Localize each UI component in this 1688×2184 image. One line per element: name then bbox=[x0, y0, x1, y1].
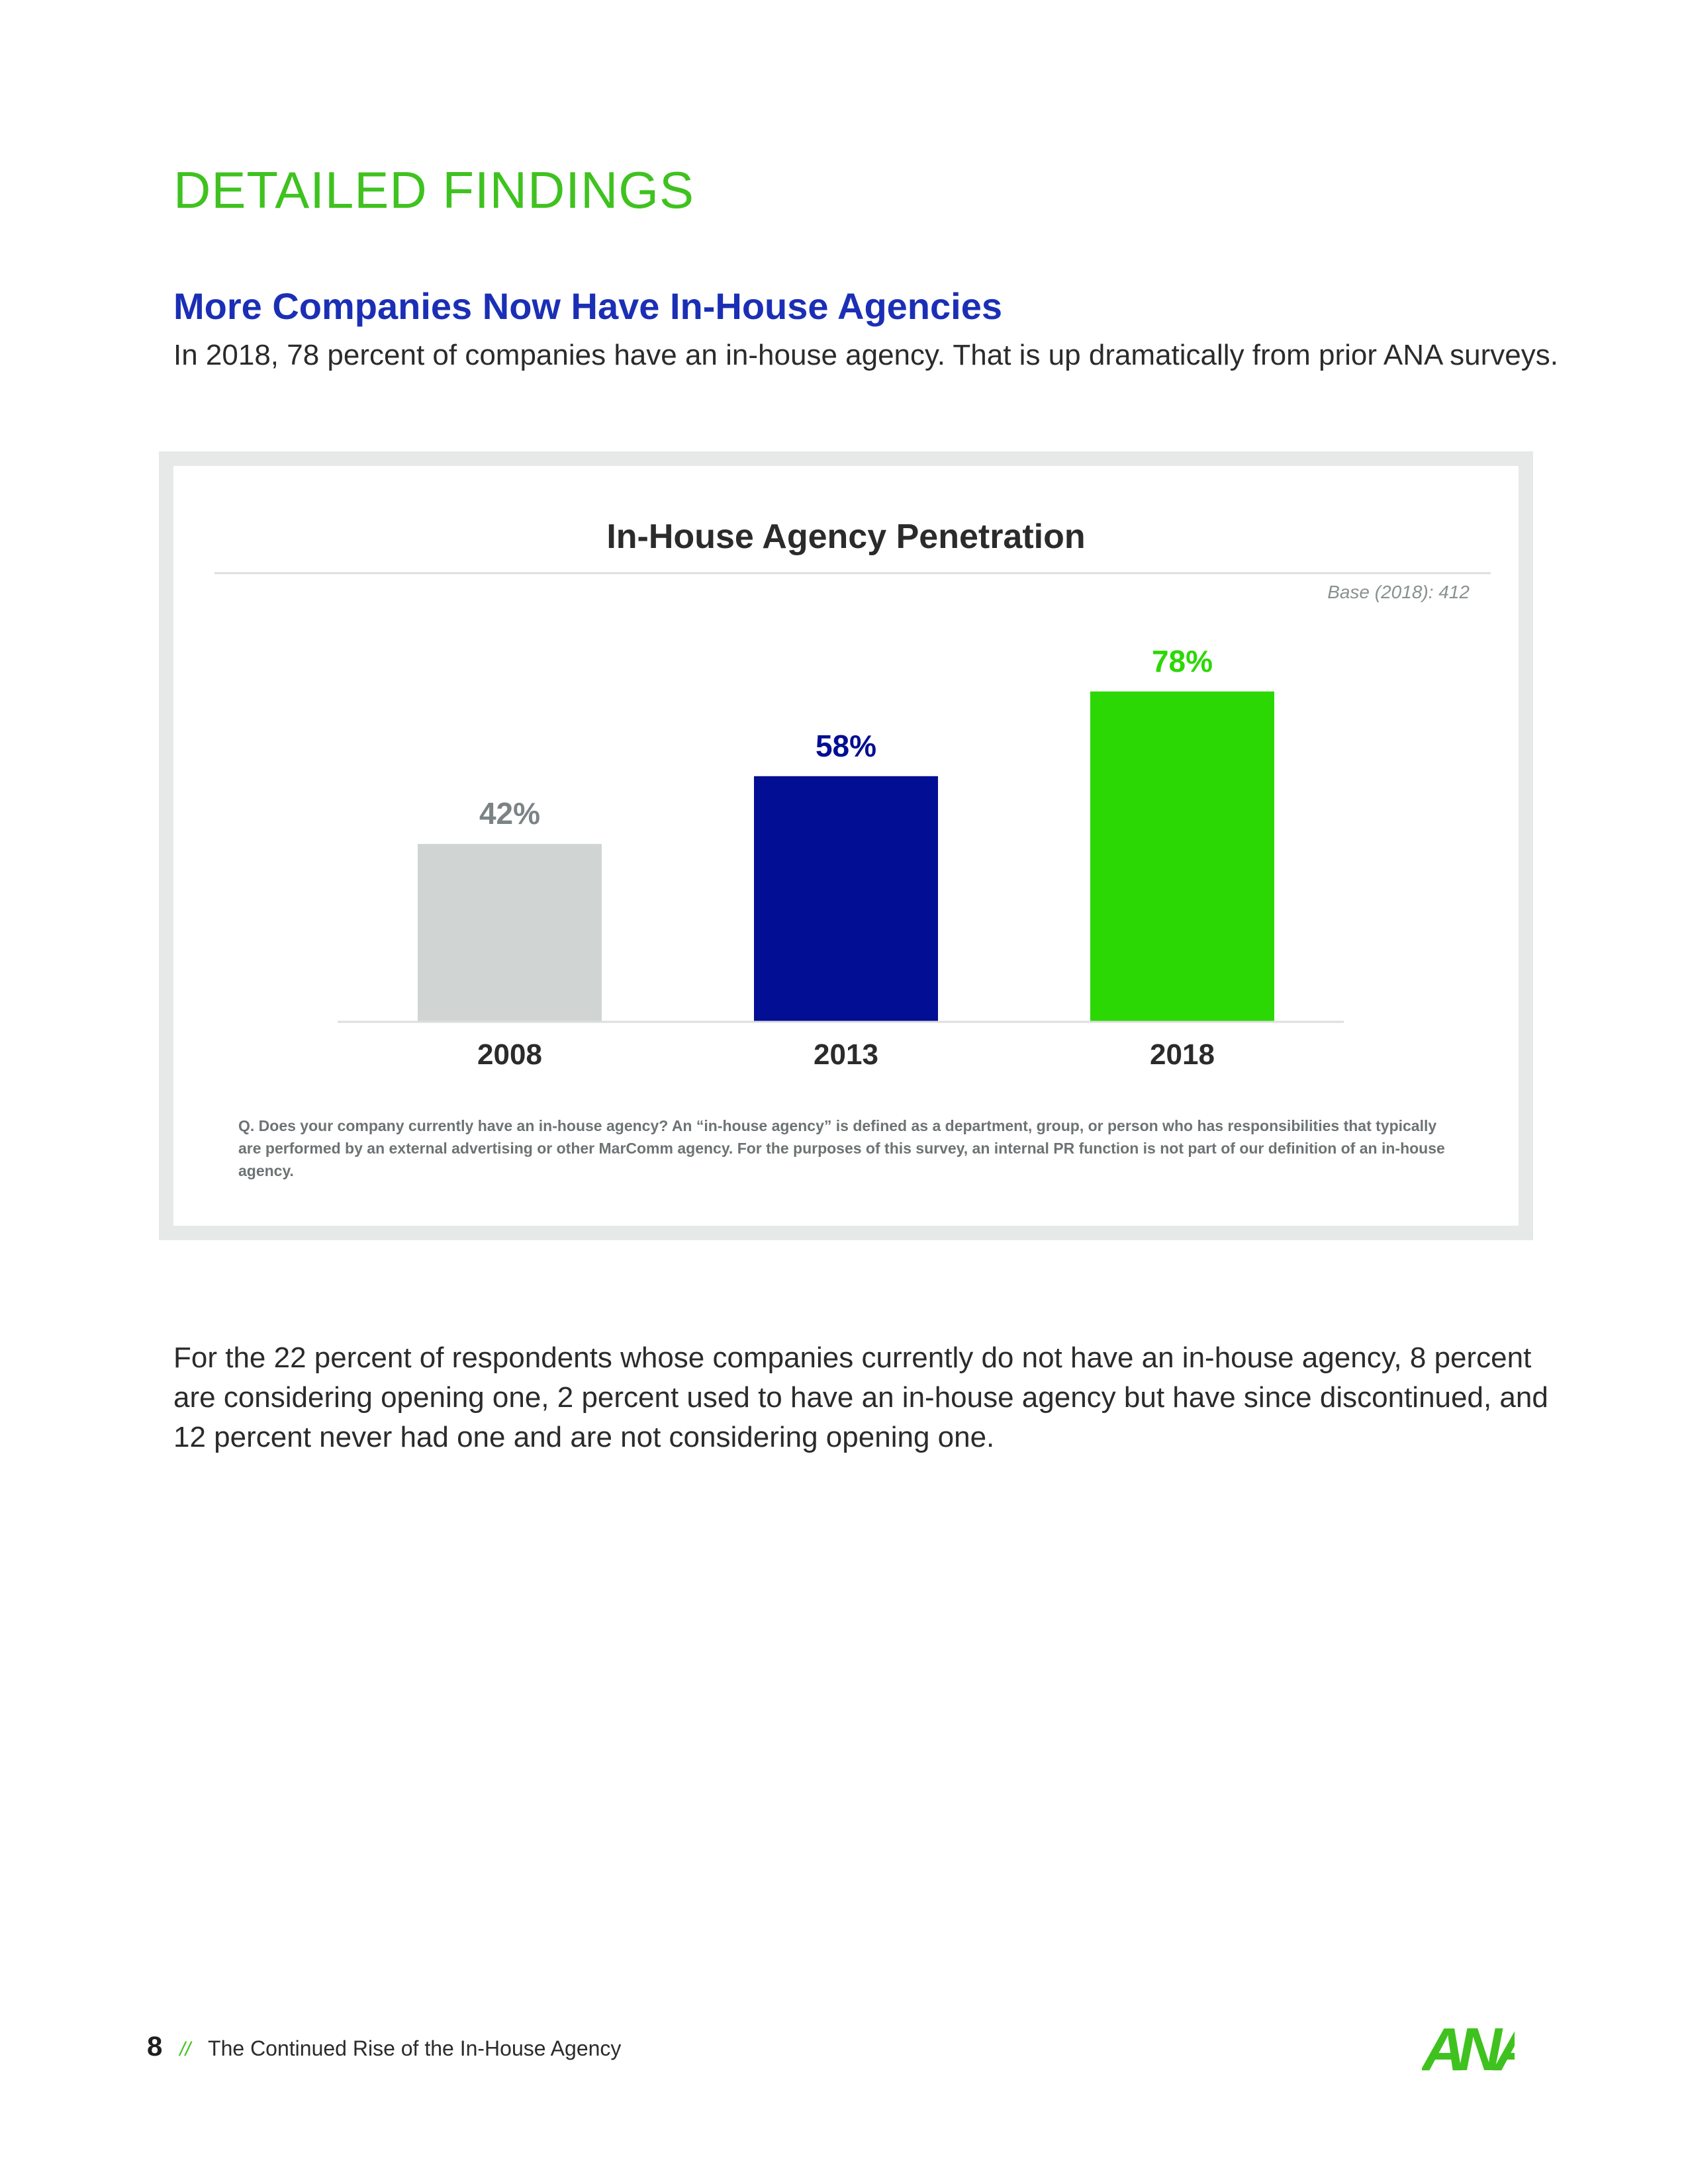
x-tick-label-2008: 2008 bbox=[477, 1038, 542, 1071]
bar-value-label-2008: 42% bbox=[479, 796, 540, 831]
chart-footnote: Q. Does your company currently have an i… bbox=[238, 1117, 1445, 1179]
chart-frame: In-House Agency Penetration Base (2018):… bbox=[159, 451, 1533, 1240]
ana-logo: ANA bbox=[1422, 2016, 1515, 2078]
x-tick-label-2013: 2013 bbox=[814, 1038, 878, 1071]
intro-text: In 2018, 78 percent of companies have an… bbox=[173, 339, 1558, 371]
footer-doc-title: The Continued Rise of the In-House Agenc… bbox=[208, 2036, 622, 2060]
ana-logo-text: ANA bbox=[1422, 2016, 1515, 2078]
bar-chart: In-House Agency Penetration Base (2018):… bbox=[214, 518, 1491, 1071]
section-title: DETAILED FINDINGS bbox=[173, 161, 694, 219]
body-paragraph: For the 22 percent of respondents whose … bbox=[173, 1342, 1548, 1453]
base-note: Base (2018): 412 bbox=[1327, 582, 1470, 602]
bars-layer: 42% 2008 58% 2013 78% 2018 bbox=[418, 644, 1274, 1071]
subhead: More Companies Now Have In-House Agencie… bbox=[173, 285, 1002, 327]
chart-title: In-House Agency Penetration bbox=[606, 518, 1085, 556]
bar-2013 bbox=[754, 776, 938, 1022]
bar-2018 bbox=[1090, 691, 1274, 1022]
footer: 8 // The Continued Rise of the In-House … bbox=[147, 2030, 621, 2070]
bar-value-label-2018: 78% bbox=[1152, 644, 1213, 678]
page-number: 8 bbox=[147, 2030, 163, 2062]
chart-panel: In-House Agency Penetration Base (2018):… bbox=[173, 466, 1519, 1226]
bar-value-label-2013: 58% bbox=[816, 729, 876, 763]
bar-2008 bbox=[418, 844, 602, 1022]
footer-separator: // bbox=[179, 2038, 191, 2060]
x-tick-label-2018: 2018 bbox=[1150, 1038, 1215, 1071]
